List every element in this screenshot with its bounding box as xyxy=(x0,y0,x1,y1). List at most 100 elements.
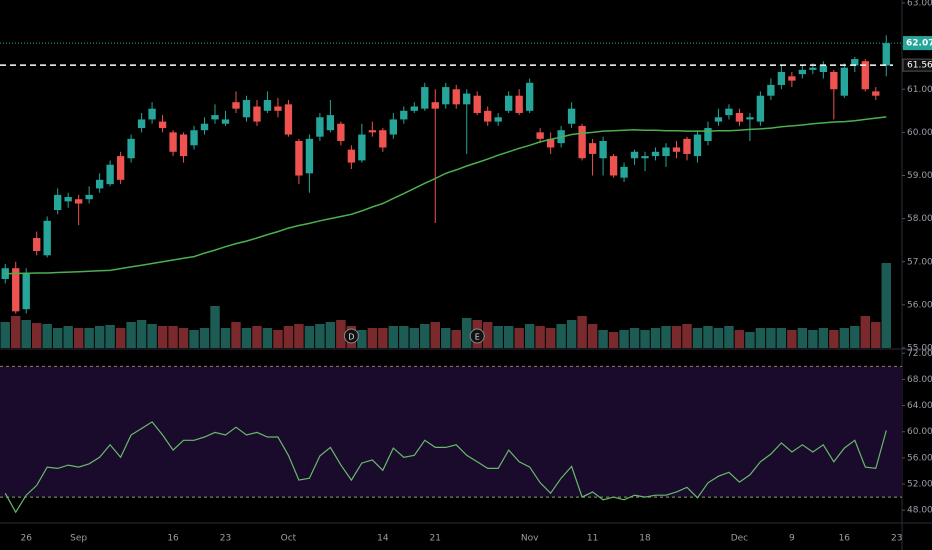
volume-bar xyxy=(21,320,31,348)
volume-bar xyxy=(535,326,545,348)
candle-body xyxy=(43,220,51,256)
candle-body xyxy=(54,194,62,210)
candle-body xyxy=(578,125,586,159)
candle-body xyxy=(64,197,72,202)
y-tick-label: 60.00 xyxy=(907,128,932,138)
volume-bar xyxy=(829,330,839,348)
event-marker-label: D xyxy=(348,333,354,342)
candle-body xyxy=(74,199,83,204)
volume-bar xyxy=(252,326,262,348)
level-label: 61.56 xyxy=(907,61,932,71)
candle-body xyxy=(305,138,314,174)
candle-body xyxy=(137,119,146,129)
rsi-tick-label: 48.00 xyxy=(907,506,932,516)
volume-bar xyxy=(661,326,671,348)
volume-bar xyxy=(126,322,136,348)
x-tick-label: 18 xyxy=(639,534,651,544)
volume-bar xyxy=(566,320,577,348)
volume-bar xyxy=(640,330,650,348)
candle-body xyxy=(473,95,481,113)
volume-bar xyxy=(231,322,241,348)
x-tick-label: 9 xyxy=(789,534,795,544)
candle-body xyxy=(190,130,198,146)
volume-bar xyxy=(63,326,73,348)
volume-bar xyxy=(587,324,598,348)
x-tick-label: Dec xyxy=(731,534,748,544)
volume-bar xyxy=(84,328,94,348)
volume-bar xyxy=(462,318,472,348)
rsi-tick-label: 68.00 xyxy=(907,375,932,385)
candle-body xyxy=(536,132,544,139)
volume-bar xyxy=(336,320,346,348)
candle-body xyxy=(756,95,765,122)
candle-body xyxy=(819,65,828,72)
volume-bar xyxy=(724,326,734,348)
candle-body xyxy=(158,121,167,129)
candle-body xyxy=(599,141,607,159)
rsi-tick-label: 72.00 xyxy=(907,349,932,359)
candle-body xyxy=(389,119,397,135)
candle-body xyxy=(567,108,576,124)
volume-bar xyxy=(273,330,283,348)
candle-body xyxy=(200,123,209,131)
volume-bar xyxy=(42,324,52,348)
volume-bar xyxy=(294,324,304,348)
rsi-tick-label: 64.00 xyxy=(907,401,932,411)
candle-body xyxy=(588,143,597,154)
volume-bar xyxy=(357,330,367,348)
volume-bar xyxy=(11,316,21,348)
volume-bar xyxy=(199,328,210,348)
rsi-line xyxy=(4,421,887,514)
event-marker xyxy=(343,328,359,344)
candle-body xyxy=(693,134,702,157)
level-label-box xyxy=(902,58,932,72)
volume-bar xyxy=(787,330,797,348)
volume-bar xyxy=(210,306,220,348)
volume-bar xyxy=(776,328,787,348)
volume-bar xyxy=(839,328,850,348)
volume-bar xyxy=(808,330,818,348)
y-tick-label: 56.00 xyxy=(907,300,932,310)
candle-body xyxy=(22,272,30,310)
volume-bar xyxy=(136,320,147,348)
volume-bar xyxy=(420,324,430,348)
candle-body xyxy=(840,67,848,96)
volume-bar xyxy=(325,322,336,348)
volume-bar xyxy=(671,326,682,348)
candle-body xyxy=(116,156,125,180)
volume-bar xyxy=(115,328,126,348)
candle-body xyxy=(211,115,219,120)
candle-body xyxy=(735,112,744,122)
volume-bar xyxy=(524,324,535,348)
candle-body xyxy=(704,128,712,141)
volume-bar xyxy=(598,330,608,348)
volume-bar xyxy=(619,330,629,348)
volume-bar xyxy=(629,328,640,348)
rsi-tick-label: 60.00 xyxy=(907,427,932,437)
y-tick-label: 57.00 xyxy=(907,257,932,267)
x-tick-label: 16 xyxy=(839,534,851,544)
candle-body xyxy=(620,166,628,178)
candle-body xyxy=(641,156,649,159)
event-marker xyxy=(469,328,485,344)
candle-body xyxy=(326,115,335,131)
candle-body xyxy=(106,164,114,185)
candle-body xyxy=(442,87,450,105)
candle-body xyxy=(882,43,890,66)
candle-body xyxy=(746,117,754,120)
candle-body xyxy=(253,106,261,122)
candle-body xyxy=(295,141,303,176)
volume-bar xyxy=(283,326,294,348)
volume-bar xyxy=(157,326,168,348)
candle-body xyxy=(525,82,534,111)
candle-body xyxy=(484,110,492,122)
candle-body xyxy=(127,138,135,159)
x-tick-label: 16 xyxy=(167,534,179,544)
x-tick-label: Sep xyxy=(70,534,87,544)
volume-bar xyxy=(315,324,325,348)
candle-body xyxy=(777,72,786,85)
candle-body xyxy=(169,132,177,152)
volume-bar xyxy=(168,326,178,348)
volume-bar xyxy=(262,328,273,348)
x-tick-label: Oct xyxy=(281,534,297,544)
